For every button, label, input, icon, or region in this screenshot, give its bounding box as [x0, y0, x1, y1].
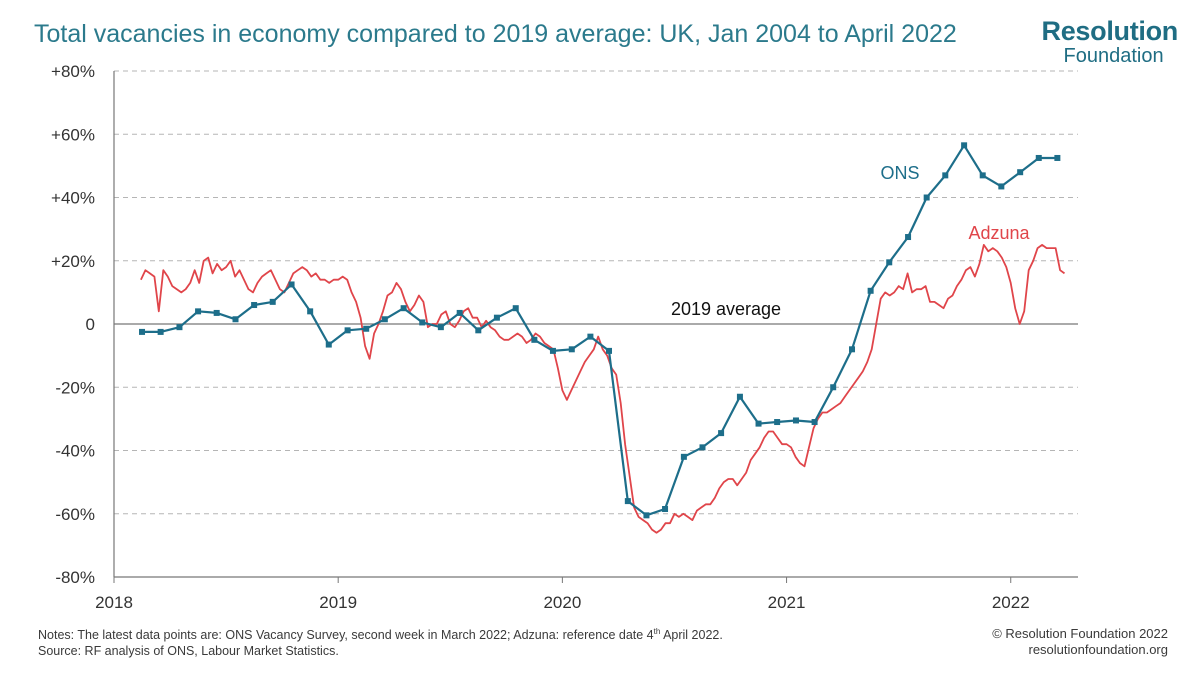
notes-text-end: April 2022.: [660, 628, 723, 643]
x-tick-label: 2018: [95, 593, 133, 612]
ons-data-point: [493, 314, 500, 321]
ons-data-point: [437, 324, 444, 331]
ons-data-point: [400, 305, 407, 312]
ons-data-point: [139, 328, 146, 335]
y-tick-label: +40%: [51, 189, 95, 208]
copyright-text: © Resolution Foundation 2022: [992, 626, 1168, 641]
ons-data-point: [363, 325, 370, 332]
chart-title: Total vacancies in economy compared to 2…: [34, 20, 957, 48]
ons-data-point: [1035, 154, 1042, 161]
ons-data-point: [606, 347, 613, 354]
ons-data-point: [942, 172, 949, 179]
y-tick-label: -20%: [55, 378, 95, 397]
ons-data-point: [811, 419, 818, 426]
ons-data-point: [549, 347, 556, 354]
y-tick-label: +60%: [51, 125, 95, 144]
ons-data-point: [1054, 154, 1061, 161]
ons-series-line: [142, 144, 1058, 517]
notes-text: Notes: The latest data points are: ONS V…: [38, 628, 654, 643]
ons-series-label: ONS: [880, 163, 919, 183]
ons-data-point: [195, 308, 202, 315]
ons-data-point: [774, 419, 781, 426]
ons-data-point: [886, 259, 893, 266]
ons-data-point: [325, 341, 332, 348]
ons-data-point: [419, 319, 426, 326]
ons-data-point: [456, 309, 463, 316]
ons-data-point: [157, 328, 164, 335]
ons-data-point: [307, 308, 314, 315]
ons-data-point: [344, 327, 351, 334]
notes-line: Notes: The latest data points are: ONS V…: [38, 624, 723, 643]
ons-data-point: [269, 298, 276, 305]
x-tick-label: 2019: [319, 593, 357, 612]
ons-data-point: [718, 430, 725, 437]
y-tick-label: +80%: [51, 62, 95, 81]
credit-block: © Resolution Foundation 2022 resolutionf…: [992, 626, 1168, 658]
ons-data-point: [923, 194, 930, 201]
ons-data-point: [680, 453, 687, 460]
x-tick-label: 2020: [543, 593, 581, 612]
ons-data-point: [979, 172, 986, 179]
ons-data-point: [624, 498, 631, 505]
ons-data-point: [1017, 169, 1024, 176]
ons-data-point: [792, 417, 799, 424]
ons-data-point: [288, 281, 295, 288]
ons-data-point: [867, 287, 874, 294]
ons-data-point: [475, 327, 482, 334]
ons-data-point: [849, 346, 856, 353]
x-tick-label: 2021: [768, 593, 806, 612]
adzuna-series-line: [140, 243, 1066, 534]
ons-data-point: [251, 302, 258, 309]
notes-superscript: th: [653, 627, 661, 636]
ons-data-point: [699, 444, 706, 451]
source-line: Source: RF analysis of ONS, Labour Marke…: [38, 644, 339, 659]
ons-data-point: [176, 324, 183, 331]
adzuna-series-label: Adzuna: [968, 223, 1030, 243]
ons-data-point: [568, 346, 575, 353]
ons-data-point: [662, 506, 669, 513]
website-link[interactable]: resolutionfoundation.org: [1028, 642, 1169, 657]
y-tick-label: +20%: [51, 252, 95, 271]
ons-data-point: [998, 183, 1005, 190]
ons-data-point: [905, 234, 912, 241]
ons-data-point: [381, 316, 388, 323]
logo-line-1: Resolution: [1041, 16, 1179, 46]
chart-notes: Notes: The latest data points are: ONS V…: [38, 624, 723, 659]
line-chart: -80% -60% -40% -20% 0 +20% +40% +60% +80% 2018 201…: [51, 62, 1078, 612]
y-tick-label: -60%: [55, 505, 95, 524]
ons-data-point: [736, 393, 743, 400]
resolution-foundation-logo: Resolution Foundation: [1042, 16, 1179, 64]
ons-data-point: [643, 512, 650, 519]
ons-data-point: [755, 420, 762, 427]
ons-data-point: [830, 384, 837, 391]
ons-data-point: [587, 333, 594, 340]
ons-data-point: [232, 316, 239, 323]
y-tick-label: 0: [86, 315, 95, 334]
ons-data-point: [531, 336, 538, 343]
ons-data-point: [961, 142, 968, 149]
y-tick-label: -40%: [55, 442, 95, 461]
ons-data-point: [512, 305, 519, 312]
logo-line-2: Foundation: [1063, 45, 1164, 64]
ons-data-point: [213, 309, 220, 316]
y-tick-label: -80%: [55, 568, 95, 587]
average-annotation: 2019 average: [671, 299, 781, 319]
x-tick-label: 2022: [992, 593, 1030, 612]
